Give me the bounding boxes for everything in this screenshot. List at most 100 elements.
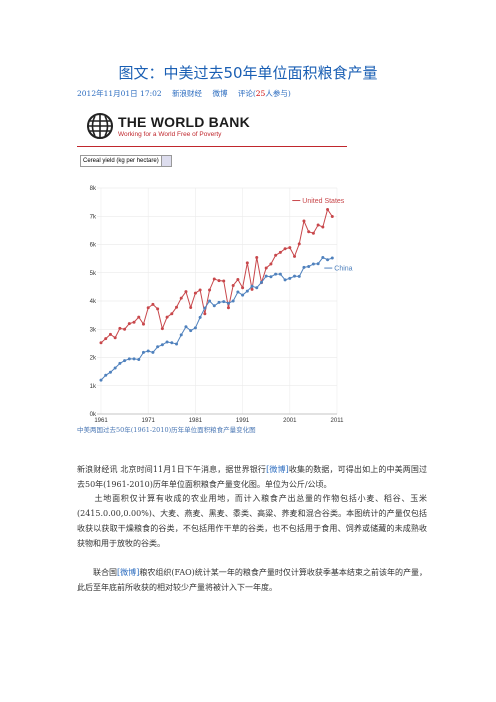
data-point bbox=[99, 341, 103, 345]
text-run: 收集的数据，可得出如上的中美两国过去50年(1961-2010)历年单位面积粮食… bbox=[77, 465, 428, 489]
x-tick-label: 1961 bbox=[94, 418, 108, 424]
data-point bbox=[326, 207, 330, 211]
data-point bbox=[222, 279, 226, 283]
paragraph: 新浪财经讯 北京时间11月1日下午消息，据世界银行[微博]收集的数据，可得出如上… bbox=[77, 462, 427, 492]
data-point bbox=[113, 366, 117, 370]
data-point bbox=[297, 274, 301, 278]
data-point bbox=[245, 261, 249, 265]
data-point bbox=[241, 286, 245, 290]
x-tick-label: 1991 bbox=[236, 418, 250, 424]
data-point bbox=[104, 373, 108, 377]
data-point bbox=[293, 254, 297, 258]
data-point bbox=[193, 326, 197, 330]
indicator-select[interactable]: Cereal yield (kg per hectare) bbox=[80, 155, 172, 167]
data-point bbox=[156, 345, 160, 349]
data-point bbox=[245, 289, 249, 293]
data-point bbox=[330, 215, 334, 219]
data-point bbox=[307, 230, 311, 234]
data-point bbox=[175, 305, 179, 309]
series-line bbox=[100, 256, 333, 381]
data-point bbox=[321, 225, 325, 229]
logo-globe bbox=[87, 113, 113, 139]
data-point bbox=[330, 256, 334, 260]
y-tick-label: 3k bbox=[90, 327, 97, 333]
data-point bbox=[293, 274, 297, 278]
data-point bbox=[297, 242, 301, 246]
data-point bbox=[127, 357, 131, 361]
data-point bbox=[226, 306, 230, 310]
weibo-link[interactable]: 微博 bbox=[212, 89, 228, 98]
data-point bbox=[274, 253, 278, 257]
data-point bbox=[146, 349, 150, 353]
data-point bbox=[179, 333, 183, 337]
y-tick-label: 0k bbox=[90, 412, 97, 418]
data-point bbox=[250, 284, 254, 288]
data-point bbox=[203, 312, 207, 316]
data-point bbox=[250, 287, 254, 291]
x-tick-label: 1971 bbox=[142, 418, 156, 424]
data-point bbox=[269, 275, 273, 279]
data-point bbox=[179, 296, 183, 300]
data-point bbox=[123, 327, 127, 331]
data-point bbox=[236, 278, 240, 282]
paragraph: 联合国[微博]粮农组织(FAO)统计某一年的粮食产量时仅计算收获季基本结束之前该… bbox=[77, 565, 427, 595]
date: 2012年11月01日 17:02 bbox=[77, 89, 162, 98]
data-point bbox=[288, 276, 292, 280]
y-tick-label: 7k bbox=[90, 214, 97, 220]
y-tick-label: 5k bbox=[90, 271, 97, 277]
comments-suffix: 人参与) bbox=[265, 89, 291, 98]
inline-link[interactable]: [微博] bbox=[266, 465, 289, 474]
data-point bbox=[160, 343, 164, 347]
source-link[interactable]: 新浪财经 bbox=[172, 89, 203, 98]
data-point bbox=[302, 265, 306, 269]
x-tick-label: 2001 bbox=[283, 418, 297, 424]
data-point bbox=[212, 304, 216, 308]
logo-motto: Working for a World Free of Poverty bbox=[118, 131, 222, 138]
data-point bbox=[264, 274, 268, 278]
data-point bbox=[160, 327, 164, 331]
caption: 中美两国过去50年(1961-2010)历年单位面积粮食产量变化图 bbox=[77, 426, 256, 434]
data-point bbox=[269, 262, 273, 266]
data-point bbox=[184, 325, 188, 329]
data-point bbox=[104, 337, 108, 341]
data-point bbox=[226, 301, 230, 305]
text-run: 新浪财经讯 北京时间11月1日下午消息，据世界银行 bbox=[77, 465, 267, 474]
y-tick-label: 2k bbox=[90, 356, 97, 362]
data-point bbox=[217, 300, 221, 304]
data-point bbox=[198, 288, 202, 292]
rule bbox=[77, 146, 347, 147]
data-point bbox=[165, 315, 169, 319]
data-point bbox=[274, 272, 278, 276]
inline-link[interactable]: [微博] bbox=[117, 568, 140, 577]
data-point bbox=[137, 315, 141, 319]
data-point bbox=[307, 265, 311, 269]
logo-name: THE WORLD BANK bbox=[118, 114, 250, 130]
data-point bbox=[108, 370, 112, 374]
data-point bbox=[137, 357, 141, 361]
data-point bbox=[141, 350, 145, 354]
comments-count[interactable]: 25 bbox=[255, 89, 266, 98]
comments-prefix: 评论( bbox=[237, 89, 256, 98]
data-point bbox=[283, 247, 287, 251]
data-point bbox=[264, 266, 268, 270]
data-point bbox=[123, 359, 127, 363]
data-point bbox=[241, 293, 245, 297]
data-point bbox=[255, 286, 259, 290]
data-point bbox=[203, 306, 207, 310]
data-point bbox=[170, 341, 174, 345]
data-point bbox=[146, 306, 150, 310]
article-title: 图文：中美过去50年单位面积粮食产量 bbox=[118, 64, 378, 82]
data-point bbox=[189, 329, 193, 333]
data-point bbox=[212, 277, 216, 281]
data-point bbox=[151, 350, 155, 354]
data-point bbox=[326, 258, 330, 262]
x-tick-label: 1981 bbox=[189, 418, 203, 424]
data-point bbox=[208, 288, 212, 292]
text-run: 粮农组织(FAO)统计某一年的粮食产量时仅计算收获季基本结束之前该年的产量，此后… bbox=[77, 568, 427, 592]
data-point bbox=[175, 342, 179, 346]
paragraph: 土地面积仅计算有收成的农业用地，而计入粮食产出总量的作物包括小麦、稻谷、玉米(2… bbox=[77, 491, 427, 551]
text-run: 联合国 bbox=[77, 568, 118, 577]
data-point bbox=[288, 246, 292, 250]
data-point bbox=[259, 280, 263, 284]
data-point bbox=[231, 299, 235, 303]
